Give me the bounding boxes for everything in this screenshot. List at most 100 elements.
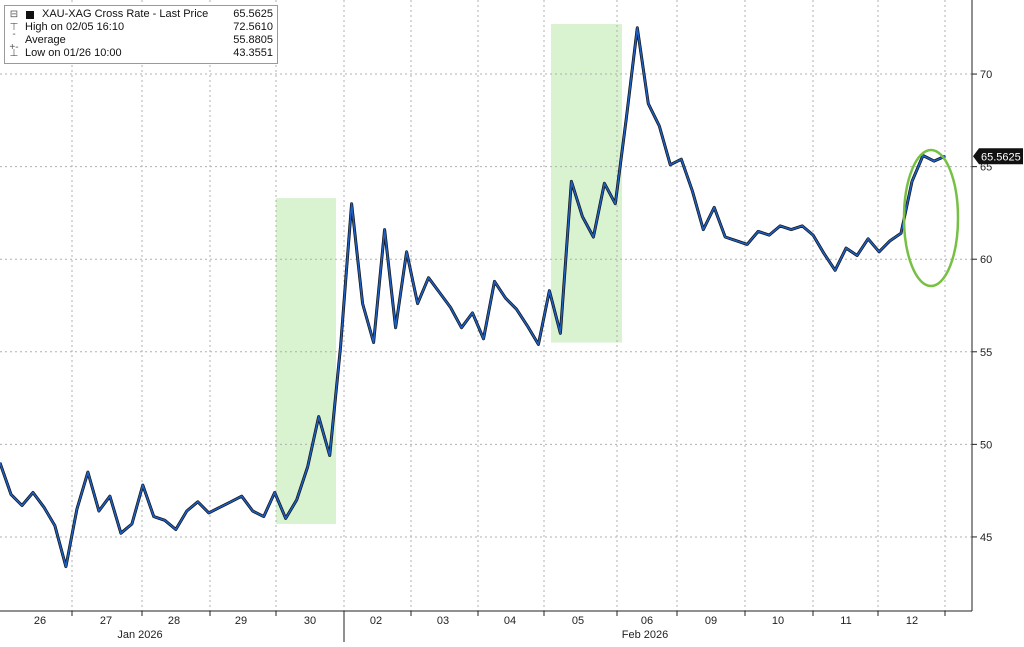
highlight-region-2: [551, 24, 622, 343]
data-point: [295, 499, 298, 501]
legend-title-value: 65.5625: [233, 8, 273, 20]
legend-low-row: ⊥ Low on 01/26 10:00 43.3551: [9, 47, 273, 60]
data-point: [131, 523, 133, 525]
data-point: [0, 462, 1, 464]
data-point: [196, 500, 199, 503]
data-point: [361, 302, 364, 305]
data-point: [548, 289, 551, 292]
x-tick-label: 26: [34, 615, 46, 627]
data-point: [603, 182, 606, 185]
data-point: [944, 155, 946, 158]
data-point: [482, 337, 485, 340]
data-point: [911, 180, 913, 183]
data-point: [383, 228, 386, 231]
data-point: [581, 215, 584, 218]
data-point: [240, 495, 243, 498]
data-point: [449, 306, 452, 309]
data-point: [471, 312, 474, 314]
legend-avg-row: -+- Average 55.8805: [9, 29, 273, 53]
data-point: [394, 326, 397, 329]
data-point: [537, 343, 540, 346]
x-tick-label: 29: [235, 615, 247, 627]
legend-high-row: ⊤ High on 02/05 16:10 72.5610: [9, 21, 273, 34]
axes: 45 50 55 60 65 70 26 27 28 29 30 02 03 04 05 06 09 10 11 12…: [0, 0, 992, 642]
data-point: [350, 202, 353, 205]
data-point: [21, 504, 23, 507]
data-point: [559, 332, 562, 335]
data-point: [669, 163, 672, 166]
data-point: [933, 160, 935, 163]
data-point: [713, 206, 716, 209]
data-point: [570, 180, 573, 183]
y-tick-label: 45: [980, 532, 992, 544]
data-point: [779, 225, 782, 227]
data-point: [65, 565, 67, 568]
data-point: [878, 250, 880, 253]
data-point: [163, 519, 166, 522]
grid-lines: [0, 0, 972, 611]
legend-title: XAU-XAG Cross Rate - Last Price: [42, 8, 209, 20]
x-tick-label: 28: [168, 615, 180, 627]
data-point: [427, 276, 430, 279]
month-label: Feb 2026: [622, 629, 668, 641]
data-point: [812, 234, 814, 237]
legend-high-value: 72.5610: [233, 21, 273, 33]
data-point: [328, 454, 331, 457]
legend-avg-value: 55.8805: [233, 34, 273, 46]
data-point: [680, 158, 683, 161]
highlight-regions: [276, 24, 622, 524]
data-point: [889, 239, 891, 242]
x-tick-label: 02: [370, 615, 382, 627]
low-marker-icon: ⊥: [9, 48, 19, 59]
y-tick-label: 65: [980, 162, 992, 174]
y-tick-label: 50: [980, 439, 992, 451]
data-point: [141, 484, 144, 486]
legend-low-label: Low on 01/26 10:00: [25, 47, 122, 59]
data-point: [757, 230, 760, 233]
data-point: [218, 506, 221, 509]
data-point: [43, 506, 45, 509]
data-point: [845, 247, 847, 250]
data-point: [251, 510, 254, 512]
x-tick-label: 10: [772, 615, 784, 627]
data-point: [493, 280, 496, 283]
data-point: [405, 250, 408, 253]
y-tick-label: 70: [980, 69, 992, 81]
legend-title-row: ⊟ XAU-XAG Cross Rate - Last Price 65.562…: [9, 8, 273, 21]
data-point: [768, 234, 771, 237]
annotations: 65.5625: [902, 148, 1023, 288]
data-point: [438, 291, 441, 294]
legend-avg-label: Average: [25, 34, 66, 46]
data-point: [647, 102, 650, 105]
x-tick-label: 11: [840, 615, 851, 627]
month-label: Jan 2026: [117, 629, 162, 641]
data-point: [339, 345, 342, 348]
minus-box-icon[interactable]: ⊟: [9, 9, 19, 20]
data-point: [460, 326, 463, 329]
x-tick-label: 06: [641, 615, 653, 627]
data-point: [174, 528, 177, 531]
data-point: [504, 297, 507, 299]
data-point: [724, 236, 727, 238]
data-point: [856, 254, 858, 257]
data-point: [790, 228, 793, 231]
focus-ellipse: [902, 148, 960, 288]
data-point: [867, 237, 869, 240]
last-price-box: [973, 148, 1023, 165]
high-marker-icon: ⊤: [9, 22, 19, 33]
x-tick-label: 30: [304, 615, 316, 627]
legend-high-label: High on 02/05 16:10: [25, 21, 125, 33]
x-tick-label: 12: [906, 615, 918, 627]
data-point: [317, 415, 320, 418]
data-point: [691, 189, 694, 192]
data-point: [87, 471, 89, 473]
data-point: [735, 239, 738, 242]
x-tick-label: 05: [572, 615, 584, 627]
legend-low-value: 43.3551: [233, 47, 273, 59]
x-tick-label: 09: [705, 615, 717, 627]
data-point: [515, 308, 518, 311]
price-series: [0, 26, 946, 569]
x-tick-label: 27: [100, 615, 112, 627]
